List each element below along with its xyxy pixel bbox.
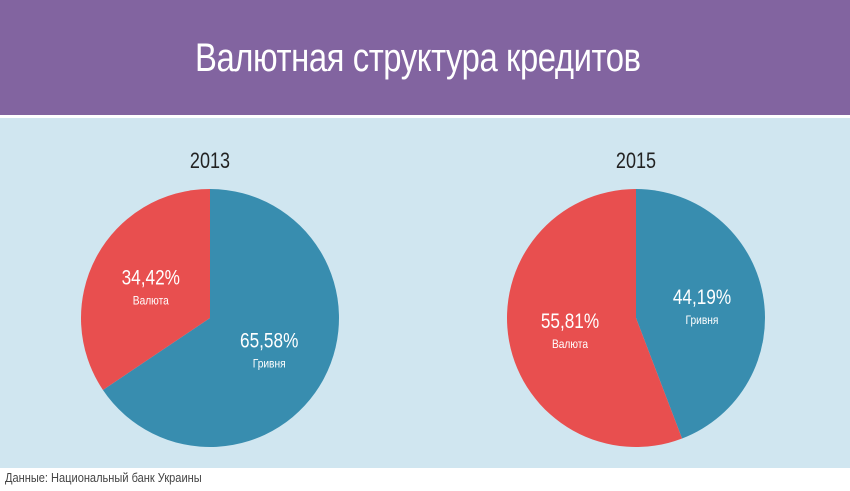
- pie-chart-2015: 2015 44,19% Гривня 55,81% Валюта: [506, 149, 765, 447]
- pie-slice-hryvnia: [636, 189, 765, 439]
- chart-title: 2015: [616, 149, 656, 173]
- pie-slice-hryvnia: [102, 189, 339, 447]
- slice-category-label: Валюта: [133, 295, 170, 308]
- header-bar: Валютная структура кредитов: [0, 0, 850, 115]
- slice-percent-label: 44,19%: [673, 286, 731, 309]
- pie-slice-currency: [80, 189, 210, 390]
- data-source-note: Данные: Национальный банк Украины: [5, 470, 202, 485]
- slice-category-label: Гривня: [686, 314, 719, 327]
- pie-chart-2013: 2013 65,58% Гривня 34,42% Валюта: [80, 149, 339, 447]
- page-title: Валютная структура кредитов: [195, 36, 641, 80]
- slice-category-label: Валюта: [552, 339, 589, 352]
- slice-percent-label: 55,81%: [541, 311, 599, 334]
- slice-category-label: Гривня: [253, 358, 286, 371]
- pie-slice-currency: [506, 189, 683, 447]
- chart-title: 2013: [190, 149, 230, 173]
- slice-percent-label: 65,58%: [240, 330, 298, 353]
- slice-percent-label: 34,42%: [122, 267, 180, 290]
